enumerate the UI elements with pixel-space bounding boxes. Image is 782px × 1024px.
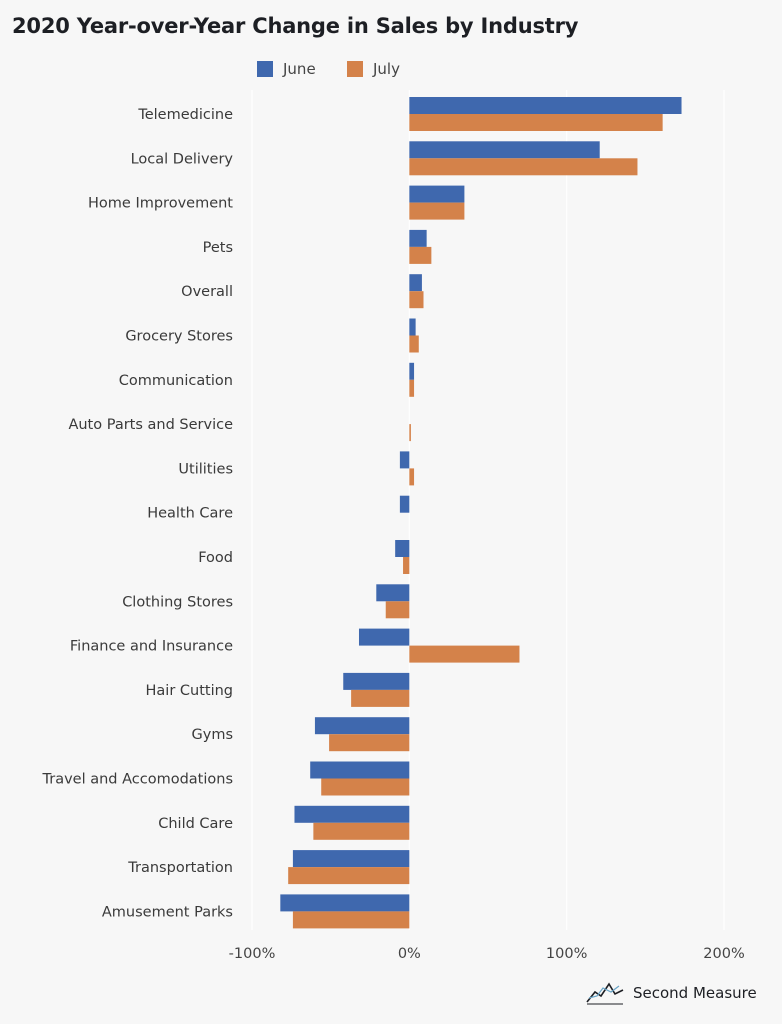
category-label: Local Delivery (131, 151, 234, 167)
brand-logo: Second Measure (585, 980, 757, 1006)
category-label: Utilities (178, 461, 233, 477)
bar-july (409, 335, 419, 353)
bar-june (409, 97, 682, 114)
x-tick-label: 100% (546, 946, 587, 962)
brand-name: Second Measure (633, 984, 757, 1002)
category-label: Amusement Parks (102, 904, 233, 920)
bar-june (358, 628, 410, 646)
bar-june (409, 185, 465, 203)
category-label: Home Improvement (88, 196, 233, 212)
bar-june (395, 540, 410, 557)
bar-june (409, 362, 415, 380)
bar-june (409, 318, 416, 336)
category-label: Pets (203, 240, 233, 256)
legend-swatch-june (257, 61, 273, 77)
second-measure-logo-icon (586, 982, 624, 1005)
category-label: Grocery Stores (125, 329, 233, 345)
bar-july (409, 424, 411, 442)
bar-june (399, 495, 410, 513)
bar-june (280, 894, 410, 912)
bar-july (409, 158, 638, 176)
legend-label-july: July (373, 60, 400, 78)
category-label: Transportation (127, 860, 233, 876)
legend-swatch-july (347, 61, 363, 77)
category-label: Overall (181, 284, 233, 300)
bar-june (294, 805, 410, 823)
legend-label-june: June (283, 60, 316, 78)
bar-june (399, 451, 410, 469)
bar-july (409, 114, 663, 131)
chart-title: 2020 Year-over-Year Change in Sales by I… (12, 14, 579, 38)
category-label: Communication (119, 373, 233, 389)
bar-june (409, 229, 427, 247)
category-label: Finance and Insurance (70, 639, 233, 655)
category-label: Hair Cutting (146, 683, 234, 699)
category-label: Telemedicine (137, 107, 233, 123)
bar-june (314, 717, 410, 735)
bar-july (351, 689, 410, 707)
x-tick-label: 200% (703, 946, 744, 962)
bar-july (385, 601, 410, 619)
category-label: Auto Parts and Service (68, 417, 233, 433)
bar-july (292, 911, 410, 929)
bar-june (409, 141, 600, 159)
bar-july (409, 645, 520, 663)
category-label: Food (198, 550, 233, 566)
bar-july (329, 734, 410, 752)
bar-july (409, 246, 432, 264)
category-label: Clothing Stores (122, 594, 233, 610)
bar-july (288, 867, 410, 885)
category-label: Travel and Accomodations (42, 772, 234, 788)
bar-july (403, 557, 410, 574)
x-tick-label: 0% (398, 946, 421, 962)
bar-july (409, 379, 415, 397)
bar-june (376, 584, 410, 602)
bar-june (343, 672, 410, 690)
bar-july (409, 291, 424, 309)
x-tick-label: -100% (229, 946, 276, 962)
category-label: Health Care (147, 506, 233, 522)
legend-item-july: July (347, 60, 400, 78)
category-label: Child Care (158, 816, 233, 832)
bar-july (409, 202, 465, 220)
bar-july (313, 822, 410, 840)
bar-june (409, 274, 422, 292)
legend-item-june: June (257, 60, 316, 78)
bar-july (409, 468, 415, 486)
category-label: Gyms (192, 727, 234, 743)
bar-chart: Telemedicine Local Delivery Home Improveme… (41, 97, 745, 962)
bar-june (292, 850, 410, 868)
bar-july (321, 778, 410, 796)
bar-june (310, 761, 410, 779)
